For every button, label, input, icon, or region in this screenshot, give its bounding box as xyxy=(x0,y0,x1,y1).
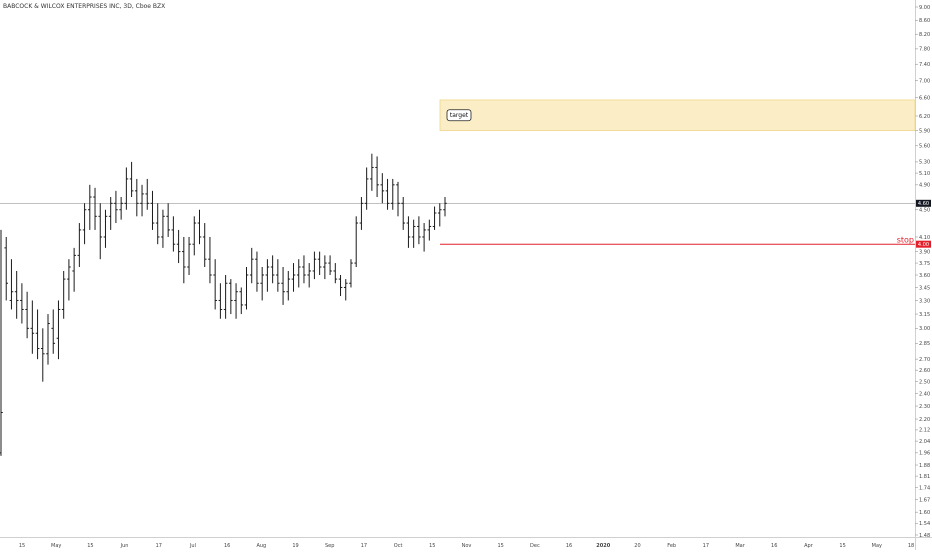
stop-price-value: 4.00 xyxy=(918,242,929,248)
price-tick-label: 5.60 xyxy=(919,144,930,150)
price-tick-label: 1.96 xyxy=(919,451,930,457)
price-tick-label: 3.15 xyxy=(919,312,930,318)
time-tick-label: 15 xyxy=(87,543,93,549)
time-tick-label: 15 xyxy=(429,543,435,549)
current-price-value: 4.60 xyxy=(918,201,929,207)
time-tick-label: 18 xyxy=(908,543,914,549)
price-tick-label: 6.20 xyxy=(919,114,930,120)
price-tick-label: 4.10 xyxy=(919,235,930,241)
time-tick-label: May xyxy=(51,543,61,549)
time-tick-label: 16 xyxy=(566,543,572,549)
price-tick-label: 1.60 xyxy=(919,510,930,516)
time-tick-label: 17 xyxy=(361,543,367,549)
price-tick-label: 3.60 xyxy=(919,273,930,279)
time-tick-label: Sep xyxy=(325,543,334,549)
time-tick-label: 15 xyxy=(19,543,25,549)
price-tick-label: 8.20 xyxy=(919,32,930,38)
time-tick-label: Apr xyxy=(804,543,814,549)
time-tick-label: Dec xyxy=(530,543,540,549)
price-tick-label: 1.54 xyxy=(919,521,930,527)
price-tick-label: 3.45 xyxy=(919,285,930,291)
price-tick-label: 2.12 xyxy=(919,428,930,434)
stop-label: stop xyxy=(897,236,914,245)
time-tick-label: 15 xyxy=(839,543,845,549)
price-tick-label: 5.30 xyxy=(919,160,930,166)
time-tick-label: Feb xyxy=(667,543,676,549)
price-tick-label: 3.00 xyxy=(919,326,930,332)
price-tick-label: 1.48 xyxy=(919,533,930,539)
time-tick-label: Mar xyxy=(735,543,745,549)
price-tick-label: 4.50 xyxy=(919,208,930,214)
price-tick-label: 6.60 xyxy=(919,96,930,102)
price-tick-label: 1.74 xyxy=(919,485,930,491)
time-tick-label: 20 xyxy=(634,543,640,549)
price-tick-label: 5.10 xyxy=(919,171,930,177)
price-tick-label: 7.80 xyxy=(919,47,930,53)
price-tick-label: 7.00 xyxy=(919,78,930,84)
price-tick-label: 3.75 xyxy=(919,261,930,267)
price-tick-label: 2.60 xyxy=(919,368,930,374)
target-label: target xyxy=(450,112,469,119)
price-tick-label: 7.40 xyxy=(919,62,930,68)
price-tick-label: 2.20 xyxy=(919,417,930,423)
target-zone[interactable] xyxy=(440,100,915,131)
price-tick-label: 5.90 xyxy=(919,128,930,134)
price-tick-label: 2.50 xyxy=(919,379,930,385)
time-tick-label: 15 xyxy=(498,543,504,549)
price-tick-label: 2.85 xyxy=(919,341,930,347)
price-tick-label: 3.30 xyxy=(919,298,930,304)
chart-title: BABCOCK & WILCOX ENTERPRISES INC, 3D, Cb… xyxy=(3,3,165,10)
price-tick-label: 2.40 xyxy=(919,391,930,397)
time-tick-label: Jun xyxy=(120,543,129,549)
time-tick-label: Oct xyxy=(394,543,403,549)
price-tick-label: 2.70 xyxy=(919,357,930,363)
time-tick-label: Jul xyxy=(189,543,196,549)
price-tick-label: 9.00 xyxy=(919,5,930,11)
price-tick-label: 4.90 xyxy=(919,183,930,189)
price-tick-label: 3.90 xyxy=(919,249,930,255)
price-tick-label: 1.67 xyxy=(919,497,930,503)
time-tick-label: 19 xyxy=(292,543,298,549)
price-tick-label: 2.30 xyxy=(919,404,930,410)
time-tick-label: 17 xyxy=(703,543,709,549)
time-tick-label: 16 xyxy=(224,543,230,549)
price-tick-label: 8.60 xyxy=(919,18,930,24)
time-tick-label: 16 xyxy=(771,543,777,549)
time-tick-label: Nov xyxy=(462,543,472,549)
time-tick-label: May xyxy=(872,543,882,549)
price-tick-label: 2.04 xyxy=(919,439,930,445)
time-tick-label: 2020 xyxy=(596,543,610,549)
time-tick-label: 17 xyxy=(156,543,162,549)
time-tick-label: Aug xyxy=(256,543,266,549)
price-tick-label: 1.88 xyxy=(919,463,930,469)
price-tick-label: 1.81 xyxy=(919,474,930,480)
